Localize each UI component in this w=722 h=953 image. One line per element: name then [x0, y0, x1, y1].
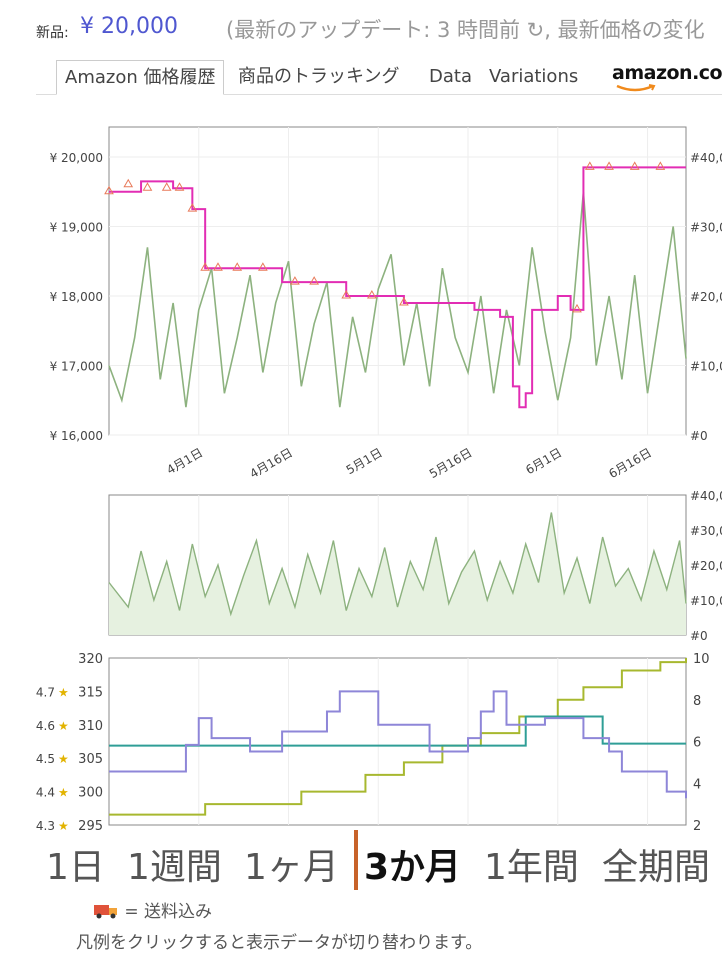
range-active-indicator — [354, 830, 358, 890]
y-right-tick: #30,000 — [690, 524, 722, 538]
price-marker — [104, 185, 114, 195]
range-selector: 1日 1週間 1ヶ月 3か月 1年間 全期間 — [0, 838, 722, 888]
sales-rank-chart[interactable]: #40,000 #30,000 #20,000 #10,000 #0 — [0, 485, 722, 645]
y-left-tick: ¥ 16,000 — [50, 429, 103, 443]
price-line — [109, 166, 686, 409]
last-update-text: (最新のアップデート: 3 時間前 ↻, 最新価格の変化 — [226, 18, 705, 42]
range-all-time[interactable]: 全期間 — [602, 847, 711, 888]
price-marker — [584, 161, 595, 170]
y-right-tick: #30,000 — [690, 221, 722, 235]
range-3-months[interactable]: 3か月 — [364, 847, 462, 888]
star-icon: ★ — [58, 752, 69, 766]
y-right-tick: #40,000 — [690, 151, 722, 165]
star-rating-tick: 4.7 — [36, 685, 55, 699]
price-marker — [655, 161, 666, 170]
price-marker — [174, 182, 185, 191]
price-marker — [161, 182, 172, 191]
y-right-tick: #40,000 — [690, 489, 722, 503]
x-tick: 6月16日 — [606, 445, 654, 481]
x-tick: 5月1日 — [344, 445, 385, 477]
price-marker — [200, 262, 211, 271]
price-marker — [309, 276, 320, 285]
y-left-tick: ¥ 19,000 — [50, 221, 103, 235]
y-right-tick: #10,000 — [690, 594, 722, 608]
y-right-tick: 4 — [693, 777, 701, 792]
y-left-tick: 295 — [78, 819, 103, 834]
sales-rank-line — [108, 191, 687, 408]
price-marker — [629, 161, 640, 170]
range-1-year[interactable]: 1年間 — [484, 847, 579, 888]
y-left-tick: ¥ 17,000 — [50, 360, 103, 374]
new-price-value: ¥ 20,000 — [80, 14, 178, 39]
tab-data[interactable]: Data — [429, 66, 472, 87]
price-marker — [290, 276, 300, 285]
y-left-tick: ¥ 18,000 — [50, 290, 103, 304]
range-1-month[interactable]: 1ヶ月 — [244, 847, 339, 888]
y-right-tick: 10 — [693, 652, 710, 667]
y-right-tick: #0 — [690, 629, 708, 643]
legend-hint: 凡例をクリックすると表示データが切り替わります。 — [76, 933, 483, 953]
price-marker — [258, 262, 268, 271]
tab-product-tracking[interactable]: 商品のトラッキング — [238, 66, 400, 87]
price-marker — [399, 296, 409, 306]
sales-rank-line — [108, 512, 687, 617]
price-marker — [604, 161, 614, 170]
star-rating-tick: 4.6 — [36, 719, 55, 733]
amazon-logo: amazon.co.jp — [612, 62, 722, 84]
star-icon: ★ — [58, 719, 69, 733]
y-right-tick: #0 — [690, 429, 708, 443]
amazon-smile-icon — [616, 84, 656, 92]
star-icon: ★ — [58, 819, 69, 833]
shipping-note-text: = 送料込み — [124, 902, 213, 922]
y-left-tick: 310 — [78, 719, 103, 734]
price-marker — [232, 262, 243, 271]
y-left-tick: 320 — [78, 652, 103, 667]
y-left-tick: ¥ 20,000 — [50, 151, 103, 165]
price-header: 新品: ¥ 20,000 (最新のアップデート: 3 時間前 ↻, 最新価格の変… — [0, 0, 722, 60]
price-marker — [187, 203, 198, 212]
y-left-tick: 305 — [78, 752, 103, 767]
tab-bar: Amazon 価格履歴 商品のトラッキング Data Variations — [36, 60, 722, 95]
range-1-week[interactable]: 1週間 — [127, 847, 222, 888]
y-right-tick: #20,000 — [690, 559, 722, 573]
plot-frame — [108, 126, 687, 436]
x-tick: 5月16日 — [427, 445, 475, 481]
star-rating-tick: 4.5 — [36, 752, 55, 766]
price-marker — [213, 262, 223, 271]
x-tick: 6月1日 — [523, 445, 564, 477]
shipping-note: = 送料込み — [93, 897, 212, 922]
y-right-tick: 6 — [693, 736, 701, 751]
sales-rank-area — [109, 512, 686, 635]
price-marker — [572, 303, 582, 313]
star-rating-tick: 4.4 — [36, 786, 55, 800]
plot-frame — [108, 657, 687, 826]
y-right-tick: 2 — [693, 819, 701, 834]
delivery-truck-icon — [94, 905, 117, 919]
range-1-day[interactable]: 1日 — [46, 847, 105, 888]
price-marker — [366, 289, 377, 299]
star-icon: ★ — [58, 786, 69, 800]
x-tick: 4月1日 — [164, 445, 205, 477]
y-left-tick: 315 — [78, 685, 103, 700]
tab-amazon-price-history[interactable]: Amazon 価格履歴 — [56, 60, 225, 95]
rating-line — [109, 690, 687, 799]
price-marker — [341, 289, 352, 299]
y-right-tick: #20,000 — [690, 290, 722, 304]
price-history-chart[interactable]: ¥ 20,000 ¥ 19,000 ¥ 18,000 ¥ 17,000 ¥ 16,000… — [0, 100, 722, 485]
y-left-tick: 300 — [78, 786, 103, 801]
star-icon: ★ — [58, 685, 69, 699]
y-right-tick: #10,000 — [690, 360, 722, 374]
new-price-label: 新品: — [36, 25, 69, 41]
x-tick: 4月16日 — [247, 445, 295, 481]
star-rating-tick: 4.3 — [36, 819, 55, 833]
tab-variations[interactable]: Variations — [489, 66, 579, 87]
price-marker — [142, 182, 153, 191]
price-marker — [123, 178, 134, 188]
y-right-tick: 8 — [693, 694, 701, 709]
